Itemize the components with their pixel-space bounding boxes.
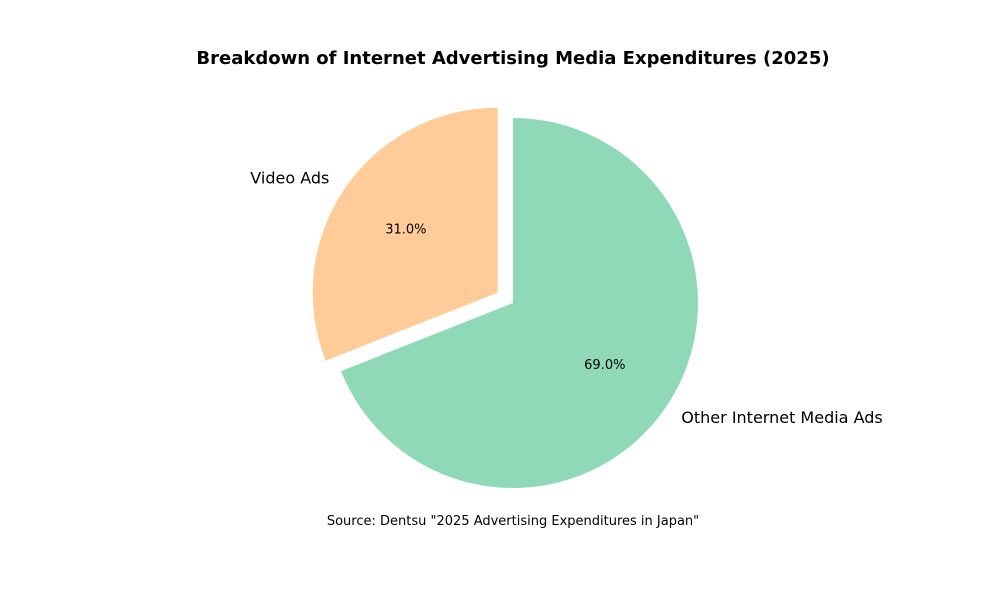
pie-slice-video-ads	[312, 107, 498, 361]
slice-label-other-internet-media-ads: Other Internet Media Ads	[681, 408, 882, 427]
pie-slices	[312, 107, 699, 488]
slice-percent-video-ads: 31.0%	[385, 223, 426, 238]
source-note: Source: Dentsu "2025 Advertising Expendi…	[327, 514, 699, 529]
slice-percent-other-internet-media-ads: 69.0%	[584, 358, 625, 373]
pie-slice-other-internet-media-ads	[340, 118, 699, 488]
slice-label-video-ads: Video Ads	[250, 169, 329, 188]
chart-title: Breakdown of Internet Advertising Media …	[196, 48, 829, 69]
pie-labels: Video Ads 31.0% Other Internet Media Ads 69…	[250, 169, 882, 427]
